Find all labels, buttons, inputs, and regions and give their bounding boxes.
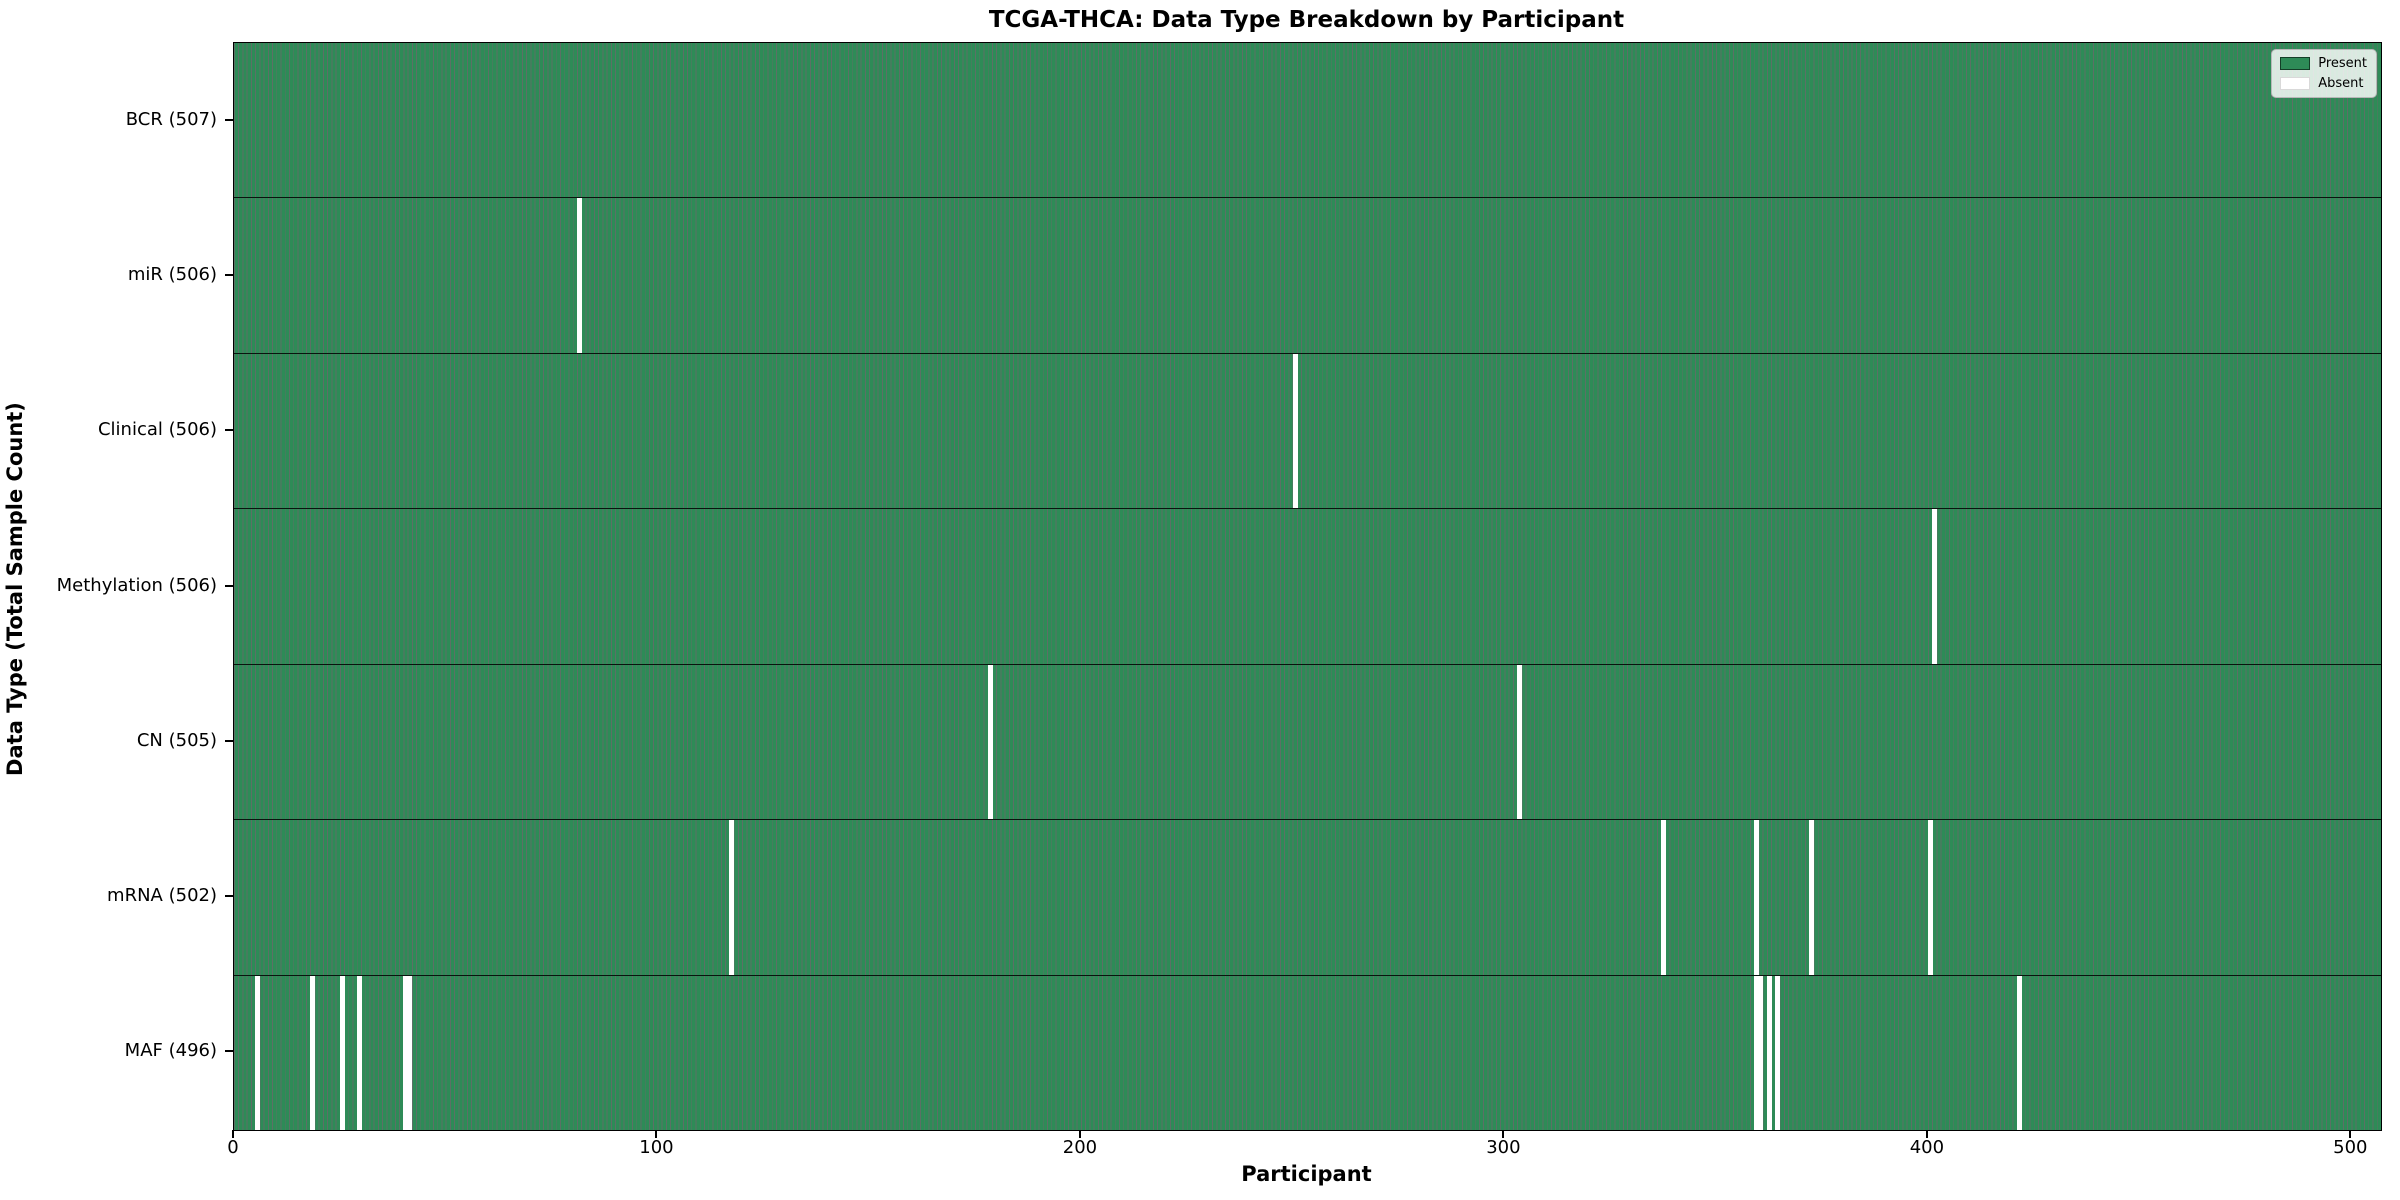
y-tick-mark [225, 118, 233, 121]
absent-gap [1927, 820, 1933, 975]
heatmap-row-mir [234, 198, 2381, 354]
legend-item-present: Present [2280, 56, 2367, 71]
absent-gap [1809, 820, 1815, 975]
y-tick-mark [225, 895, 233, 898]
x-tick-label-200: 200 [1062, 1137, 1098, 1158]
x-axis-label: Participant [1241, 1162, 1372, 1186]
x-tick-label-100: 100 [639, 1137, 674, 1158]
x-tick-label-300: 300 [1486, 1137, 1521, 1158]
heatmap-row-bcr [234, 43, 2381, 199]
absent-gap [1758, 975, 1764, 1130]
heatmap-row-methylation [234, 509, 2381, 665]
x-tick-mark [1925, 1130, 1928, 1138]
y-tick-mark [225, 273, 233, 276]
heatmap-rows [234, 43, 2381, 1130]
y-tick-label-mir: miR (506) [127, 263, 217, 285]
x-tick-label-500: 500 [2333, 1137, 2368, 1158]
y-tick-label-maf: MAF (496) [124, 1040, 217, 1062]
absent-gap [1292, 353, 1298, 509]
absent-gap [403, 975, 409, 1130]
y-tick-label-bcr: BCR (507) [125, 108, 217, 130]
absent-gap [1932, 509, 1937, 664]
legend-item-absent: Absent [2280, 76, 2367, 91]
y-tick-mark [225, 429, 233, 432]
y-tick-mark [225, 739, 233, 742]
heatmap-row-mrna [234, 820, 2381, 976]
absent-gap [1766, 975, 1772, 1130]
x-tick-mark [1502, 1130, 1505, 1138]
x-tick-mark [1078, 1130, 1081, 1138]
y-tick-label-clinical: Clinical (506) [97, 419, 217, 441]
heatmap-row-cn [234, 664, 2381, 821]
legend-label-absent: Absent [2318, 76, 2364, 91]
absent-gap [1775, 975, 1781, 1130]
legend-label-present: Present [2318, 56, 2367, 71]
absent-gap [310, 975, 316, 1130]
plot-area: Present Absent [233, 42, 2382, 1131]
absent-gap [1754, 820, 1760, 975]
y-tick-label-mrna: mRNA (502) [107, 885, 217, 907]
absent-gap [1517, 664, 1522, 820]
x-tick-mark [2349, 1130, 2352, 1138]
y-tick-mark [225, 1050, 233, 1053]
y-tick-label-methylation: Methylation (506) [56, 574, 217, 596]
x-tick-label-400: 400 [1909, 1137, 1945, 1158]
absent-gap [1754, 975, 1760, 1130]
absent-gap [987, 664, 993, 820]
absent-gap [729, 820, 735, 975]
absent-gap [356, 975, 362, 1130]
x-tick-label-0: 0 [227, 1137, 239, 1158]
y-tick-label-cn: CN (505) [136, 729, 217, 751]
absent-gap [339, 975, 345, 1130]
absent-gap [407, 975, 413, 1130]
heatmap-row-clinical [234, 353, 2381, 510]
x-tick-mark [655, 1130, 658, 1138]
absent-gap [255, 975, 260, 1130]
absent-gap [2016, 975, 2022, 1130]
heatmap-row-maf [234, 975, 2381, 1130]
x-tick-mark [232, 1130, 234, 1138]
y-tick-mark [225, 584, 233, 587]
absent-gap [1661, 820, 1666, 975]
legend-present-swatch-icon [2280, 57, 2311, 70]
chart-title: TCGA-THCA: Data Type Breakdown by Partic… [988, 7, 1625, 33]
absent-gap [577, 198, 582, 353]
legend: Present Absent [2271, 49, 2377, 98]
legend-absent-swatch-icon [2280, 77, 2311, 90]
